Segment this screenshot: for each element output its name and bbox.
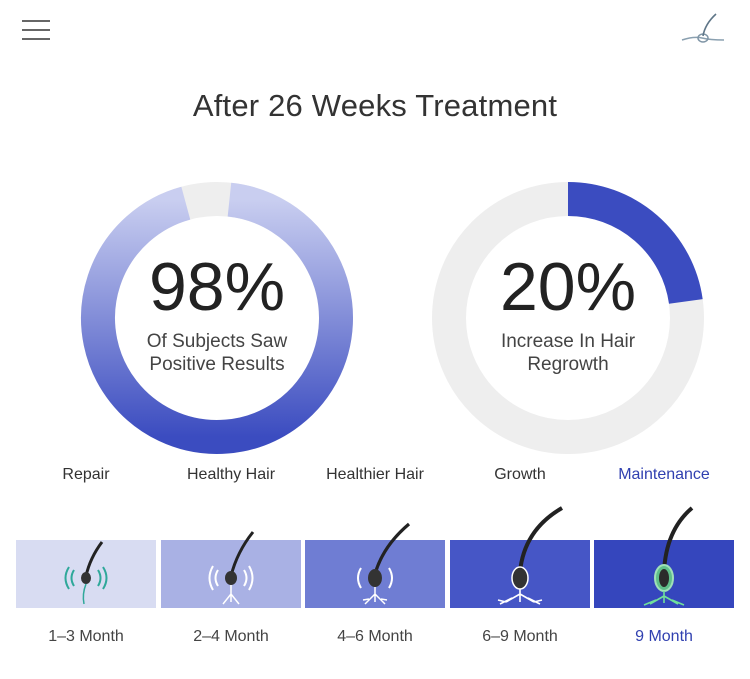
hair-follicle-icon <box>357 522 411 605</box>
stat-caption: Increase In Hair Regrowth <box>448 330 688 376</box>
top-bar <box>0 0 750 64</box>
stat-caption: Of Subjects Saw Positive Results <box>97 330 337 376</box>
stat-value: 20% <box>499 249 637 325</box>
hair-follicle-icon <box>64 541 108 605</box>
stage-healthier-hair: Healthier Hair 4–6 Month <box>305 462 445 662</box>
stat-circle-positive-results: 98% Of Subjects Saw Positive Results <box>77 178 357 458</box>
stage-maintenance: Maintenance 9 Month <box>594 462 734 662</box>
hair-follicle-logo-icon[interactable] <box>680 10 726 50</box>
menu-line <box>22 20 50 22</box>
stage-label: Healthy Hair <box>186 466 276 483</box>
stage-period: 9 Month <box>635 628 693 645</box>
stat-caption-line: Positive Results <box>149 354 285 375</box>
stage-repair: Repair 1–3 Month <box>16 462 156 662</box>
stat-circle-hair-regrowth: 20% Increase In Hair Regrowth <box>428 178 708 458</box>
hair-follicle-icon <box>497 506 564 605</box>
page-title: After 26 Weeks Treatment <box>192 88 558 123</box>
stage-label: Maintenance <box>618 466 710 483</box>
treatment-timeline: Repair 1–3 Month Healthy Hair <box>0 462 750 662</box>
stage-period: 1–3 Month <box>48 628 124 645</box>
stage-label: Growth <box>494 466 546 483</box>
stat-caption-line: Of Subjects Saw <box>146 331 288 352</box>
stage-period: 6–9 Month <box>482 628 558 645</box>
stage-healthy-hair: Healthy Hair 2–4 Month <box>161 462 301 662</box>
hair-follicle-icon <box>208 531 255 605</box>
ring-fill <box>567 182 703 305</box>
stage-period: 2–4 Month <box>193 628 269 645</box>
menu-line <box>22 29 50 31</box>
stage-period: 4–6 Month <box>337 628 413 645</box>
stage-illustration <box>450 506 590 608</box>
ring-fill <box>81 182 353 454</box>
progress-ring <box>432 182 704 454</box>
hamburger-menu-icon[interactable] <box>22 20 50 40</box>
progress-ring <box>81 182 353 454</box>
stage-growth: Growth 6–9 Month <box>450 462 590 662</box>
stat-caption-line: Regrowth <box>527 354 609 375</box>
stage-illustration <box>594 506 734 608</box>
stage-illustration <box>161 531 301 608</box>
stage-illustration <box>16 540 156 608</box>
stat-value: 98% <box>148 249 286 325</box>
stage-label: Repair <box>62 466 110 483</box>
menu-line <box>22 38 50 40</box>
stage-illustration <box>305 522 445 608</box>
hair-follicle-icon <box>643 506 694 606</box>
stat-caption-line: Increase In Hair <box>500 331 636 352</box>
stage-label: Healthier Hair <box>326 466 424 483</box>
